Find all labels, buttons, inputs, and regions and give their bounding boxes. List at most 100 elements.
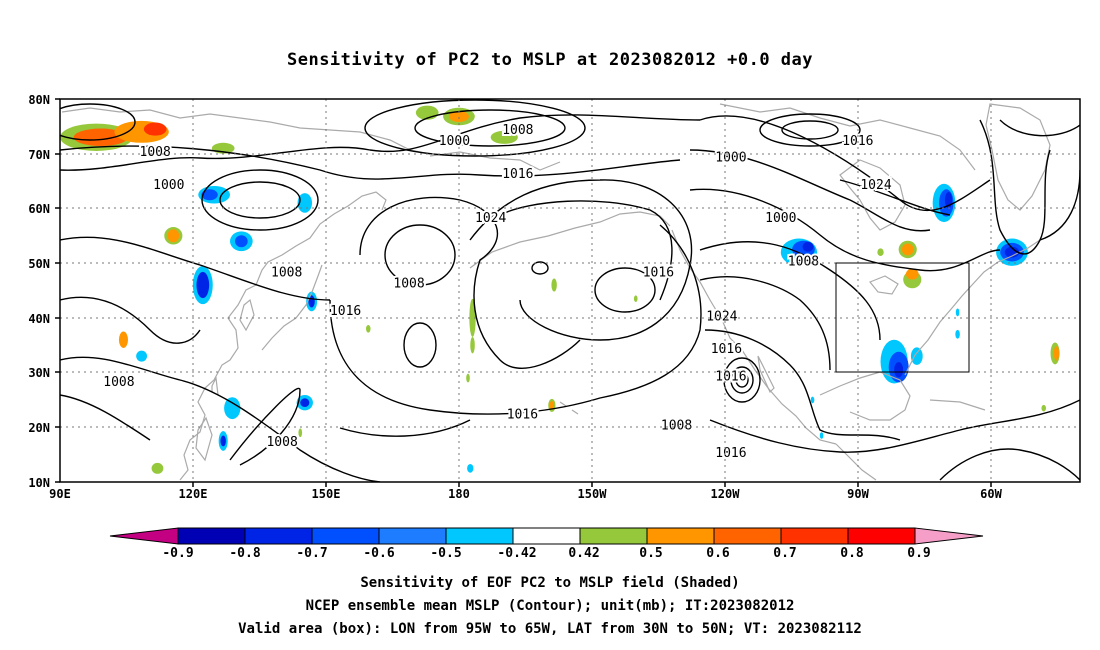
sensitivity-patch (877, 248, 884, 257)
sensitivity-patch (298, 428, 303, 438)
coastline-hudson (839, 159, 906, 231)
coastline-arctic-asia (61, 107, 431, 155)
coastline-baja (757, 355, 775, 394)
coastline-na-east (904, 239, 1041, 376)
y-tick-label: 40N (28, 312, 50, 326)
colorbar (109, 527, 984, 545)
sensitivity-patch (118, 331, 128, 348)
colorbar-label: 0.7 (773, 546, 796, 561)
sensitivity-patch (467, 463, 474, 473)
coastline-philippines (195, 416, 213, 462)
y-tick-label: 20N (28, 421, 50, 435)
contour-label: 1016 (715, 369, 746, 384)
contour-label: 1024 (860, 178, 891, 193)
colorbar-label: -0.7 (296, 546, 327, 561)
sensitivity-patch (955, 329, 960, 339)
x-tick-label: 60W (980, 487, 1002, 501)
y-tick-label: 30N (28, 366, 50, 380)
colorbar-box (177, 527, 246, 545)
sensitivity-patch (196, 271, 210, 299)
sensitivity-patch (201, 189, 218, 201)
sensitivity-patch (802, 241, 814, 252)
colorbar-box (646, 527, 715, 545)
contour-label: 1016 (715, 446, 746, 461)
coastline-asia-east (179, 191, 387, 481)
sensitivity-patch (234, 235, 248, 248)
contour-label: 1024 (475, 211, 506, 226)
sensitivity-patch (894, 362, 904, 378)
contour-label: 1000 (439, 134, 470, 149)
contour-label: 1000 (715, 151, 746, 166)
sensitivity-patch (143, 122, 167, 136)
colorbar-box (445, 527, 514, 545)
colorbar-labels: -0.9 -0.8 -0.7 -0.6 -0.5 -0.42 0.42 0.5 … (162, 546, 930, 561)
sensitivity-patch (810, 396, 815, 404)
sensitivity-patch (1041, 404, 1046, 412)
colorbar-box (512, 527, 581, 545)
colorbar-label: 0.5 (639, 546, 662, 561)
colorbar-label: -0.8 (229, 546, 260, 561)
sensitivity-patch (1004, 246, 1020, 258)
sensitivity-patch (167, 229, 180, 243)
contour-label: 1016 (507, 408, 538, 423)
contour-label: 1016 (711, 342, 742, 357)
x-axis-labels: 90E 120E 150E 180 150W 120W 90W 60W (49, 487, 1002, 501)
sensitivity-patch (819, 432, 824, 439)
contour-label: 1024 (706, 309, 737, 324)
colorbar-box (579, 527, 648, 545)
map-title: Sensitivity of PC2 to MSLP at 2023082012… (286, 50, 813, 70)
coastline-hawaii (559, 401, 579, 415)
y-tick-label: 10N (28, 476, 50, 490)
y-tick-label: 50N (28, 257, 50, 271)
caption-contour: NCEP ensemble mean MSLP (Contour); unit(… (305, 598, 795, 614)
sensitivity-patch (136, 350, 148, 362)
coastline-japan (261, 264, 323, 351)
contour-label: 1008 (103, 375, 134, 390)
contour-label: 1008 (266, 435, 297, 450)
colorbar-max-arrow (914, 527, 984, 545)
coastline-korea (239, 298, 255, 332)
sensitivity-patch (220, 435, 226, 447)
x-tick-label: 120W (711, 487, 741, 501)
coastline-greenland (985, 103, 1051, 211)
colorbar-label: 0.8 (840, 546, 864, 561)
colorbar-label: -0.6 (363, 546, 394, 561)
coastline-gulf (819, 371, 911, 421)
sensitivity-patch (366, 324, 371, 333)
contour-label: 1000 (153, 178, 184, 193)
contour-label: 1008 (661, 419, 692, 434)
coastline-central-america (835, 443, 877, 481)
colorbar-label: 0.42 (568, 546, 599, 561)
colorbar-box (378, 527, 447, 545)
colorbar-box (311, 527, 380, 545)
map-frame (59, 98, 1081, 483)
sensitivity-patch (549, 401, 555, 410)
x-tick-label: 90E (49, 487, 71, 501)
sensitivity-patch (551, 278, 557, 292)
sensitivity-shading (60, 105, 1060, 474)
y-tick-label: 80N (28, 93, 50, 107)
colorbar-box (713, 527, 782, 545)
contour-label: 1016 (502, 167, 533, 182)
x-tick-label: 120E (179, 487, 208, 501)
caption-valid-area: Valid area (box): LON from 95W to 65W, L… (238, 621, 862, 637)
sensitivity-patch (300, 398, 310, 408)
sensitivity-patch (1053, 346, 1060, 361)
x-tick-label: 90W (847, 487, 869, 501)
contour-label: 1016 (330, 304, 361, 319)
sensitivity-patch (73, 128, 128, 147)
sensitivity-patch (224, 397, 241, 420)
contour-label: 1008 (393, 276, 424, 291)
coastline-caribbean (929, 399, 986, 411)
colorbar-min-arrow (109, 527, 179, 545)
colorbar-box (780, 527, 849, 545)
map-gridlines (60, 99, 1080, 482)
colorbar-label: -0.9 (162, 546, 193, 561)
contour-label: 1008 (140, 145, 171, 160)
sensitivity-patch (448, 111, 469, 122)
sensitivity-patch (901, 243, 914, 256)
caption-shading: Sensitivity of EOF PC2 to MSLP field (Sh… (360, 575, 740, 591)
contour-label: 1008 (788, 255, 819, 270)
sensitivity-patch (151, 462, 164, 474)
